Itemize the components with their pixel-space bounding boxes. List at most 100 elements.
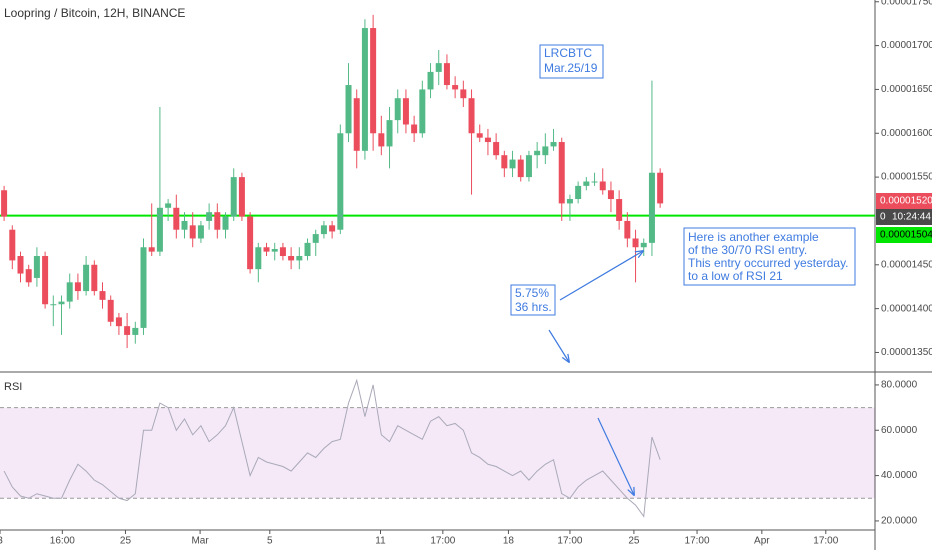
candle-body — [173, 207, 180, 230]
candle-body — [99, 291, 106, 300]
candle-body — [288, 256, 295, 261]
candle-body — [42, 256, 49, 305]
candle-body — [435, 63, 442, 72]
rsi-tick-label: 60.0000 — [881, 425, 918, 436]
y-tick-label: 0.00001750 — [881, 0, 932, 7]
candle-body — [509, 159, 516, 169]
countdown-tag — [876, 209, 932, 225]
candle-body — [222, 216, 229, 230]
candle-body — [320, 225, 327, 235]
x-tick-label: 17:00 — [813, 536, 838, 547]
candle-body — [165, 203, 172, 208]
candle-body — [558, 142, 565, 204]
candle-body — [17, 256, 24, 274]
candle-body — [542, 146, 549, 156]
candle-body — [25, 269, 32, 283]
candle-body — [476, 133, 483, 138]
candle-body — [394, 98, 401, 121]
x-tick-label: Mar — [191, 536, 209, 547]
y-tick-label: 0.00001400 — [881, 303, 932, 314]
x-tick-label: 17:00 — [430, 536, 455, 547]
candle-body — [255, 247, 262, 270]
line-price-tag — [876, 227, 932, 243]
candle-body — [304, 242, 311, 257]
candle-body — [550, 142, 557, 147]
candle-body — [575, 185, 582, 200]
candle-body — [140, 247, 147, 328]
candle-body — [206, 212, 213, 221]
y-tick-label: 0.00001700 — [881, 40, 932, 51]
candle-body — [353, 98, 360, 151]
candle-body — [640, 242, 647, 248]
rsi-tick-label: 40.0000 — [881, 470, 918, 481]
line-price-label: 0.00001504 — [880, 230, 932, 241]
candle-body — [337, 133, 344, 230]
candle-body — [66, 282, 73, 302]
x-tick-label: 11 — [375, 536, 386, 547]
candle-body — [214, 212, 221, 230]
annotation-text: This entry occurred yesterday. — [688, 256, 849, 270]
arrow — [559, 251, 643, 301]
annotation-text: LRCBTC — [544, 46, 592, 60]
candle-body — [534, 150, 541, 156]
candle-body — [402, 98, 409, 125]
x-tick-label: 18 — [503, 536, 515, 547]
candle-body — [58, 301, 65, 305]
annotation-box — [510, 284, 556, 316]
candle-body — [648, 172, 655, 243]
candle-body — [517, 159, 524, 178]
candle-body — [1, 190, 8, 217]
candle-body — [361, 28, 368, 151]
candle-body — [460, 89, 467, 99]
x-tick-label: 25 — [120, 536, 132, 547]
annotation-text: Mar.25/19 — [544, 61, 598, 75]
candle-body — [132, 327, 139, 335]
candle-body — [197, 225, 204, 239]
arrow — [597, 417, 634, 495]
rsi-tick-label: 80.0000 — [881, 380, 918, 391]
candle-body — [493, 142, 500, 156]
chart-title: Loopring / Bitcoin, 12H, BINANCE — [4, 6, 185, 20]
x-tick-label: 5 — [267, 536, 273, 547]
candle-body — [329, 225, 336, 232]
candle-body — [411, 124, 418, 134]
candle-body — [83, 264, 90, 292]
y-tick-label: 0.00001350 — [881, 347, 932, 358]
candle-body — [296, 256, 303, 261]
annotation-text: to a low of RSI 21 — [688, 269, 783, 283]
candle-body — [107, 299, 114, 322]
annotation-box — [683, 227, 856, 286]
candle-body — [378, 133, 385, 147]
candle-body — [345, 85, 352, 134]
x-tick-label: Apr — [754, 536, 770, 547]
x-tick-label: 3 — [0, 536, 3, 547]
candle-body — [156, 207, 163, 252]
rsi-band — [0, 407, 875, 499]
rsi-title: RSI — [4, 381, 22, 393]
candle-body — [468, 98, 475, 134]
candle-body — [599, 181, 606, 191]
candle-body — [484, 137, 491, 143]
candle-body — [279, 247, 286, 257]
candle-body — [452, 85, 459, 90]
candle-body — [189, 225, 196, 239]
candle-body — [632, 238, 639, 248]
candle-body — [124, 326, 131, 335]
y-tick-label: 0.00001450 — [881, 259, 932, 270]
candle-body — [181, 220, 188, 230]
candle-body — [591, 181, 598, 183]
last-price-label: 0.00001520 — [880, 196, 932, 207]
candle-body — [566, 199, 573, 204]
x-tick-label: 16:00 — [50, 536, 75, 547]
x-tick-label: 25 — [628, 536, 640, 547]
candle-body — [312, 234, 319, 243]
countdown-prefix: 0 — [880, 212, 886, 223]
arrow — [548, 329, 569, 362]
candle-body — [271, 249, 278, 252]
candle-body — [624, 220, 631, 239]
candle-body — [74, 282, 81, 292]
candle-body — [238, 177, 245, 217]
candle-body — [583, 181, 590, 186]
candle-body — [616, 199, 623, 221]
y-tick-label: 0.00001550 — [881, 172, 932, 183]
